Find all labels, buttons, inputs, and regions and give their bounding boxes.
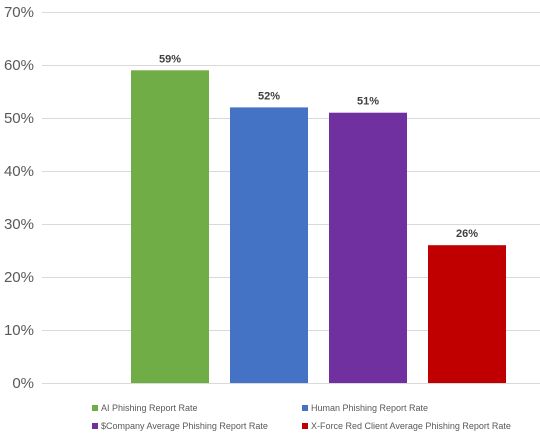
bar-2: [230, 107, 308, 384]
y-tick-label: 20%: [4, 269, 34, 286]
legend-label-ai: AI Phishing Report Rate: [101, 403, 198, 413]
data-label-1: 59%: [159, 53, 181, 65]
chart-legend: AI Phishing Report Rate Human Phishing R…: [0, 398, 540, 437]
legend-swatch-company: [92, 423, 98, 429]
bar-3: [329, 112, 407, 383]
y-tick-label: 10%: [4, 322, 34, 339]
y-axis-tick-labels: 0% 10% 20% 30% 40% 50% 60% 70%: [4, 4, 34, 392]
y-tick-label: 60%: [4, 57, 34, 74]
data-label-2: 52%: [258, 90, 280, 102]
legend-label-xforce: X-Force Red Client Average Phishing Repo…: [311, 421, 511, 431]
y-tick-label: 40%: [4, 163, 34, 180]
bar-4: [428, 245, 506, 383]
data-labels: 59% 52% 51% 26%: [159, 53, 478, 240]
y-tick-label: 30%: [4, 216, 34, 233]
bars: [131, 70, 506, 384]
legend-label-human: Human Phishing Report Rate: [311, 403, 429, 413]
legend-swatch-human: [302, 405, 308, 411]
legend-item-xforce: X-Force Red Client Average Phishing Repo…: [302, 421, 511, 431]
legend-item-ai: AI Phishing Report Rate: [92, 403, 198, 413]
data-label-3: 51%: [357, 96, 379, 108]
legend-swatch-xforce: [302, 423, 308, 429]
legend-item-human: Human Phishing Report Rate: [302, 403, 428, 413]
legend-label-company: $Company Average Phishing Report Rate: [101, 421, 268, 431]
y-tick-label: 50%: [4, 110, 34, 127]
y-tick-label: 70%: [4, 4, 34, 21]
bar-1: [131, 70, 209, 384]
legend-swatch-ai: [92, 405, 98, 411]
data-label-4: 26%: [456, 228, 478, 240]
legend-item-company: $Company Average Phishing Report Rate: [92, 421, 268, 431]
y-tick-label: 0%: [12, 375, 34, 392]
